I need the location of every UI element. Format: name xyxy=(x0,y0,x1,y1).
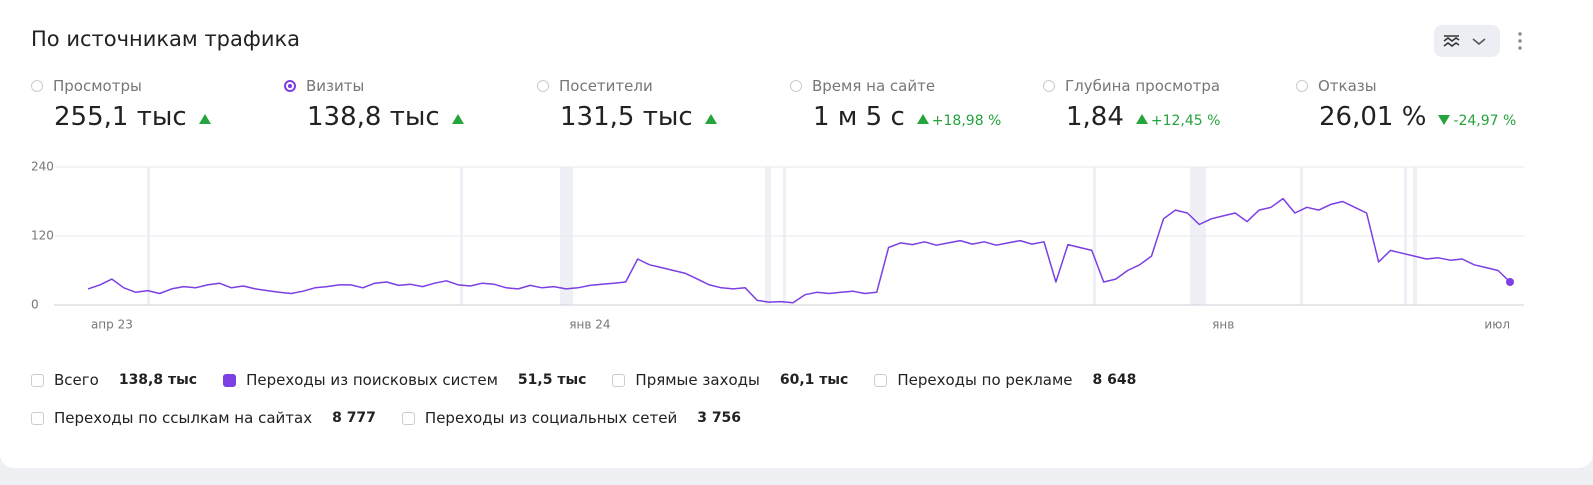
source-value: 3 756 xyxy=(697,410,742,426)
source-value: 8 648 xyxy=(1092,372,1137,388)
metric-label-row: Время на сайте xyxy=(790,74,1043,98)
metric-label: Визиты xyxy=(306,77,365,95)
metric-value: 255,1 тыс xyxy=(54,102,187,132)
metric-value: 138,8 тыс xyxy=(307,102,440,132)
chart: 0 120 240 апр 23 янв 24 янв июл xyxy=(31,160,1524,332)
trend-arrow xyxy=(916,114,929,124)
metric-value-row: 255,1 тыс xyxy=(54,102,284,132)
radio[interactable] xyxy=(284,80,296,92)
metric-label: Время на сайте xyxy=(812,77,936,95)
radio[interactable] xyxy=(1043,80,1055,92)
checkbox[interactable] xyxy=(874,373,888,387)
metric-value: 26,01 % xyxy=(1319,102,1427,132)
metric-label-row: Посетители xyxy=(537,74,790,98)
radio[interactable] xyxy=(1296,80,1308,92)
source-label: Прямые заходы xyxy=(635,371,760,389)
widget-card: По источникам трафика Просмотры 255,1 тыс… xyxy=(0,0,1593,468)
metric-value-row: 1 м 5 с +18,98 % xyxy=(813,102,1043,132)
metric-value: 131,5 тыс xyxy=(560,102,693,132)
trend-arrow xyxy=(198,114,211,124)
metric-label-row: Визиты xyxy=(284,74,537,98)
metric-label-row: Отказы xyxy=(1296,74,1549,98)
source-item[interactable]: Всего 138,8 тыс xyxy=(31,368,197,392)
metric-delta: +18,98 % xyxy=(931,113,1002,129)
radio[interactable] xyxy=(31,80,43,92)
source-item[interactable]: Прямые заходы 60,1 тыс xyxy=(612,368,848,392)
radio[interactable] xyxy=(790,80,802,92)
checkbox[interactable] xyxy=(31,373,44,387)
metric-value: 1 м 5 с xyxy=(813,102,905,132)
widget-title: По источникам трафика xyxy=(31,27,301,51)
source-value: 8 777 xyxy=(332,410,376,426)
end-point xyxy=(1506,278,1514,286)
icons xyxy=(1443,35,1486,47)
source-item[interactable]: Переходы из социальных сетей 3 756 xyxy=(401,406,742,430)
metric-delta: +12,45 % xyxy=(1150,113,1221,129)
more-button[interactable] xyxy=(1514,30,1526,54)
line xyxy=(87,197,1511,304)
metric-label: Просмотры xyxy=(53,77,142,95)
source-label: Всего xyxy=(54,371,99,389)
y-tick-label: 240 xyxy=(31,160,54,174)
metric[interactable]: Просмотры 255,1 тыс xyxy=(31,74,284,132)
source-label: Переходы по ссылкам на сайтах xyxy=(54,409,313,427)
metric-value-row: 1,84 +12,45 % xyxy=(1066,102,1296,132)
metric-value-row: 131,5 тыс xyxy=(560,102,790,132)
source-value: 51,5 тыс xyxy=(517,372,587,388)
checkbox[interactable] xyxy=(31,411,44,425)
source-label: Переходы по рекламе xyxy=(897,371,1073,389)
metric[interactable]: Визиты 138,8 тыс xyxy=(284,74,537,132)
radio[interactable] xyxy=(537,80,549,92)
metrics: Просмотры 255,1 тыс Визиты 138,8 тыс Посетит… xyxy=(31,74,1549,132)
metric-label: Глубина просмотра xyxy=(1065,77,1221,95)
source-label: Переходы из поисковых систем xyxy=(246,371,498,389)
source-item[interactable]: Переходы из поисковых систем 51,5 тыс xyxy=(223,368,586,392)
sources-legend: Всего 138,8 тыс Переходы из поисковых сист… xyxy=(31,368,1471,430)
x-tick-label: янв 24 xyxy=(569,318,610,332)
source-item[interactable]: Переходы по рекламе 8 648 xyxy=(874,368,1136,392)
metric-delta: -24,97 % xyxy=(1453,113,1517,129)
trend-arrow xyxy=(451,114,464,124)
checkbox[interactable] xyxy=(612,373,626,387)
x-tick-label: янв xyxy=(1212,318,1234,332)
y-tick-label: 120 xyxy=(31,229,54,243)
metric[interactable]: Отказы 26,01 % -24,97 % xyxy=(1296,74,1549,132)
metric-label-row: Просмотры xyxy=(31,74,284,98)
source-value: 138,8 тыс xyxy=(118,372,198,388)
metric-value: 1,84 xyxy=(1066,102,1124,132)
metric-label-row: Глубина просмотра xyxy=(1043,74,1296,98)
trend-arrow xyxy=(704,114,717,124)
source-label: Переходы из социальных сетей xyxy=(424,409,678,427)
metric[interactable]: Время на сайте 1 м 5 с +18,98 % xyxy=(790,74,1043,132)
trend-arrow xyxy=(1135,114,1148,124)
metric-label: Посетители xyxy=(559,77,653,95)
metric-value-row: 138,8 тыс xyxy=(307,102,537,132)
checkbox[interactable] xyxy=(223,373,237,387)
y-tick-label: 0 xyxy=(31,298,39,312)
metric[interactable]: Глубина просмотра 1,84 +12,45 % xyxy=(1043,74,1296,132)
x-tick-label: апр 23 xyxy=(91,318,133,332)
source-value: 60,1 тыс xyxy=(779,372,849,388)
metric[interactable]: Посетители 131,5 тыс xyxy=(537,74,790,132)
x-tick-label: июл xyxy=(1484,318,1510,332)
source-item[interactable]: Переходы по ссылкам на сайтах 8 777 xyxy=(31,406,376,430)
trend-arrow xyxy=(1438,115,1451,125)
chart-type-button[interactable] xyxy=(1434,25,1500,57)
metric-label: Отказы xyxy=(1318,77,1377,95)
checkbox[interactable] xyxy=(401,411,415,425)
metric-value-row: 26,01 % -24,97 % xyxy=(1319,102,1549,132)
